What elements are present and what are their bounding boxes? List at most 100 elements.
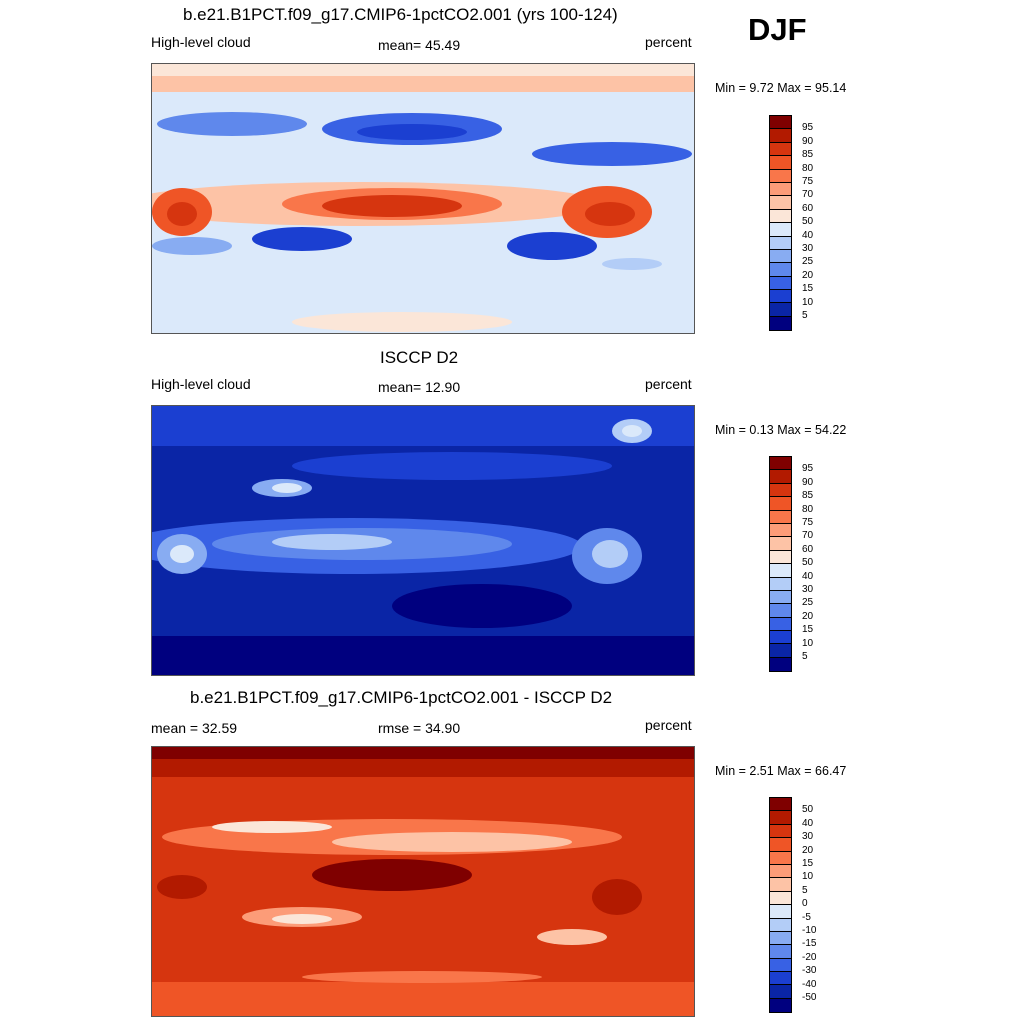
panel1-title: b.e21.B1PCT.f09_g17.CMIP6-1pctCO2.001 (y…: [183, 5, 618, 24]
colorbar-swatch: [770, 196, 791, 210]
colorbar-tick-label: 70: [802, 530, 814, 542]
colorbar-swatch: [770, 958, 791, 973]
colorbar-swatch: [770, 116, 791, 130]
colorbar-swatch: [770, 985, 791, 999]
colorbar-tick-label: 95: [802, 463, 814, 475]
colorbar-swatch: [770, 510, 791, 524]
colorbar-swatch: [770, 905, 791, 919]
colorbar-swatch: [770, 931, 791, 946]
colorbar-tick-label: -20: [802, 951, 817, 963]
colorbar-tick-label: -40: [802, 978, 817, 990]
colorbar-tick-label: 30: [802, 831, 814, 843]
colorbar-tick-label: 85: [802, 149, 814, 161]
colorbar-swatch: [770, 891, 791, 906]
colorbar-swatch: [770, 182, 791, 197]
colorbar-tick-label: 20: [802, 844, 814, 856]
panel1-variable-label: High-level cloud: [151, 34, 251, 50]
colorbar-swatch: [770, 824, 791, 839]
colorbar-swatch: [770, 644, 791, 658]
colorbar-swatch: [770, 457, 791, 471]
colorbar-tick-label: -5: [802, 911, 811, 923]
colorbar-swatch: [770, 236, 791, 250]
colorbar-tick-label: 5: [802, 884, 808, 896]
colorbar-swatch: [770, 223, 791, 237]
colorbar-tick-label: -30: [802, 965, 817, 977]
colorbar-tick-label: 15: [802, 624, 814, 636]
colorbar-swatch: [770, 483, 791, 498]
colorbar-tick-label: 50: [802, 804, 814, 816]
colorbar-tick-label: 40: [802, 570, 814, 582]
panel2-units-label: percent: [645, 376, 692, 392]
colorbar-tick-label: 20: [802, 269, 814, 281]
colorbar-tick-label: -15: [802, 938, 817, 950]
colorbar-tick-label: 90: [802, 135, 814, 147]
colorbar-tick-label: 75: [802, 517, 814, 528]
colorbar-tick-label: 20: [802, 610, 814, 622]
colorbar-tick-label: 30: [802, 584, 814, 595]
panel2-colorbar: [769, 456, 792, 673]
colorbar-swatch: [770, 249, 791, 264]
colorbar-swatch: [770, 209, 791, 224]
colorbar-swatch: [770, 798, 791, 812]
panel2-variable-label: High-level cloud: [151, 376, 251, 392]
colorbar-swatch: [770, 497, 791, 511]
colorbar-swatch: [770, 290, 791, 304]
colorbar-tick-label: -10: [802, 925, 817, 936]
colorbar-tick-label: 0: [802, 898, 808, 910]
colorbar-swatch: [770, 878, 791, 892]
colorbar-tick-label: 60: [802, 202, 814, 214]
colorbar-swatch: [770, 169, 791, 183]
colorbar-tick-label: 95: [802, 122, 814, 134]
colorbar-swatch: [770, 142, 791, 157]
colorbar-swatch: [770, 972, 791, 986]
colorbar-swatch: [770, 617, 791, 632]
panel3-units-label: percent: [645, 717, 692, 733]
colorbar-tick-label: 30: [802, 243, 814, 254]
panel2-minmax: Min = 0.13 Max = 54.22: [715, 423, 847, 437]
colorbar-swatch: [770, 838, 791, 852]
colorbar-tick-label: 25: [802, 597, 814, 609]
colorbar-swatch: [770, 657, 791, 672]
colorbar-swatch: [770, 918, 791, 932]
colorbar-swatch: [770, 129, 791, 143]
colorbar-tick-label: 40: [802, 817, 814, 829]
colorbar-tick-label: -50: [802, 992, 817, 1003]
colorbar-tick-label: 10: [802, 296, 814, 308]
panel3-rmse-label: rmse = 34.90: [378, 720, 461, 736]
colorbar-tick-label: 40: [802, 229, 814, 241]
panel1-colorbar: [769, 115, 792, 332]
colorbar-tick-label: 10: [802, 871, 814, 883]
colorbar-swatch: [770, 864, 791, 879]
colorbar-swatch: [770, 550, 791, 565]
panel3-mean-label: mean = 32.59: [151, 720, 238, 736]
colorbar-tick-label: 70: [802, 189, 814, 201]
colorbar-tick-label: 50: [802, 216, 814, 228]
panel1-map: [151, 63, 695, 334]
colorbar-swatch: [770, 316, 791, 331]
colorbar-swatch: [770, 604, 791, 618]
panel1-units-label: percent: [645, 34, 692, 50]
colorbar-tick-label: 60: [802, 543, 814, 555]
colorbar-tick-label: 85: [802, 490, 814, 502]
colorbar-swatch: [770, 303, 791, 317]
colorbar-swatch: [770, 276, 791, 291]
colorbar-tick-label: 90: [802, 476, 814, 488]
colorbar-swatch: [770, 577, 791, 591]
colorbar-swatch: [770, 811, 791, 825]
colorbar-swatch: [770, 590, 791, 605]
panel3-colorbar: [769, 797, 792, 1014]
colorbar-swatch: [770, 945, 791, 959]
colorbar-tick-label: 15: [802, 858, 814, 869]
colorbar-tick-label: 10: [802, 637, 814, 649]
colorbar-tick-label: 25: [802, 256, 814, 268]
colorbar-tick-label: 80: [802, 162, 814, 174]
colorbar-tick-label: 50: [802, 557, 814, 569]
colorbar-swatch: [770, 537, 791, 551]
panel1-minmax: Min = 9.72 Max = 95.14: [715, 81, 847, 95]
colorbar-swatch: [770, 470, 791, 484]
panel2-mean-label: mean= 12.90: [378, 379, 461, 395]
panel2-title: ISCCP D2: [380, 348, 459, 367]
colorbar-tick-label: 15: [802, 283, 814, 295]
colorbar-tick-label: 5: [802, 310, 808, 321]
colorbar-swatch: [770, 156, 791, 170]
